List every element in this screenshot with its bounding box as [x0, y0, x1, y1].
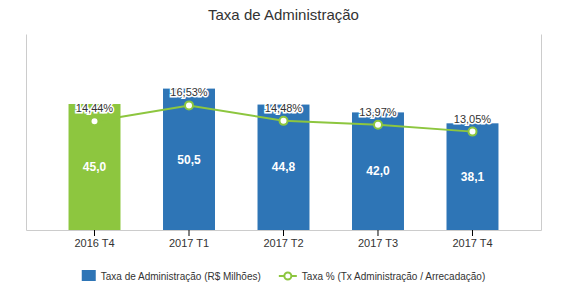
tick-label: 2017 T3: [358, 237, 398, 249]
marks: [69, 89, 499, 230]
tick-mark: [377, 230, 378, 236]
line-marker: [468, 128, 476, 136]
x-tick: 2017 T3: [358, 230, 398, 249]
y-axis: [26, 35, 27, 231]
line-label: 16,53%: [170, 86, 208, 98]
line-marker: [374, 121, 382, 129]
bar: [258, 105, 310, 230]
line-marker: [91, 117, 99, 125]
tick-mark: [94, 230, 95, 236]
y-axis-line: [26, 35, 27, 231]
legend-label: Taxa % (Tx Administração / Arrecadação): [302, 271, 485, 282]
line-label: 13,05%: [454, 113, 492, 125]
chart: Taxa de Administração 45,0 50,5 44,8 42,0 38,…: [0, 0, 567, 288]
bar: [163, 89, 215, 230]
legend-item: Taxa de Administração (R$ Milhões): [82, 270, 261, 282]
bar: [69, 104, 121, 230]
legend: Taxa de Administração (R$ Milhões) Taxa %…: [82, 270, 486, 282]
x-tick: 2017 T1: [169, 230, 209, 249]
bar-series: [69, 89, 499, 230]
bar: [447, 123, 499, 230]
legend-item: Taxa % (Tx Administração / Arrecadação): [279, 271, 485, 282]
tick-mark: [472, 230, 473, 236]
x-tick: 2016 T4: [74, 230, 114, 249]
y2-axis: [541, 35, 542, 231]
line-label: 13,97%: [359, 106, 397, 118]
y2-axis-line: [541, 35, 542, 231]
bar-label: 44,8: [272, 160, 296, 174]
x-tick: 2017 T4: [452, 230, 492, 249]
line-series: [91, 101, 477, 135]
tick-label: 2017 T4: [452, 237, 492, 249]
title: Taxa de Administração: [208, 6, 359, 23]
tick-label: 2017 T2: [263, 237, 303, 249]
bar-label: 45,0: [83, 160, 107, 174]
x-tick: 2017 T2: [263, 230, 303, 249]
tick-mark: [189, 230, 190, 236]
x-axis: 2016 T4 2017 T1 2017 T2 2017 T3 2017 T4: [27, 230, 542, 249]
bar-label: 50,5: [177, 153, 201, 167]
line-marker: [185, 101, 193, 109]
tick-mark: [283, 230, 284, 236]
bar: [352, 112, 404, 230]
line-label: 14,44%: [76, 102, 114, 114]
legend-label: Taxa de Administração (R$ Milhões): [101, 271, 261, 282]
line-marker: [280, 117, 288, 125]
bar-label: 38,1: [461, 170, 485, 184]
data-labels: 45,0 50,5 44,8 42,0 38,1 14,44% 16,53% 14,48% 13…: [76, 86, 492, 183]
legend-marker: [284, 273, 291, 280]
tick-label: 2016 T4: [74, 237, 114, 249]
line-label: 14,48%: [265, 102, 303, 114]
tick-label: 2017 T1: [169, 237, 209, 249]
bar-label: 42,0: [366, 164, 390, 178]
legend-swatch: [82, 270, 96, 281]
